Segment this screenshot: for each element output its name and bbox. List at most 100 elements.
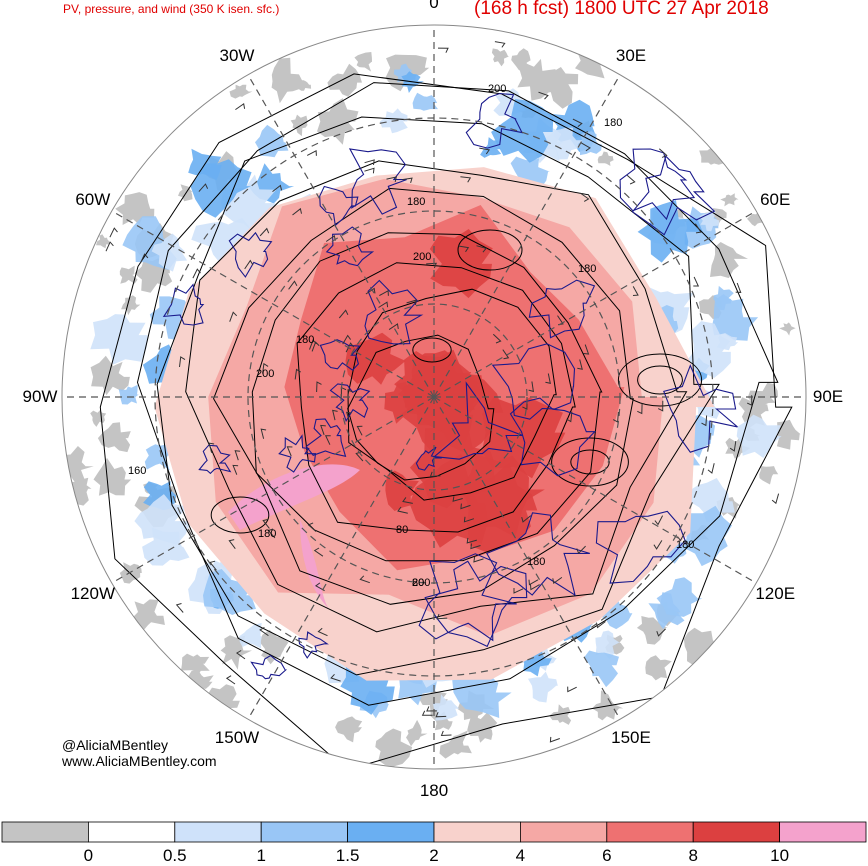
wind-barb (359, 575, 370, 584)
coastline (418, 553, 517, 642)
contour-label: 180 (578, 263, 596, 275)
wind-barb (364, 167, 375, 174)
pressure-contour (347, 288, 557, 501)
forecast-title: (168 h fcst) 1800 UTC 27 Apr 2018 (474, 0, 769, 19)
blue-patch (151, 233, 188, 272)
meridian-line (111, 396, 435, 584)
wind-barb (583, 344, 590, 355)
wind-barb (317, 627, 328, 637)
wind-barb (139, 253, 149, 264)
longitude-label: 90W (22, 387, 58, 406)
pressure-contour (210, 496, 270, 534)
meridian-line (433, 210, 757, 398)
wind-barb (656, 628, 666, 637)
longitude-label: 60E (760, 190, 791, 209)
meridian-line (111, 210, 435, 398)
colorbar-tick-label: 10 (770, 846, 790, 865)
coastline (325, 226, 375, 267)
wind-barb (567, 686, 577, 693)
colorbar-bin (1, 821, 89, 843)
wind-barb (470, 543, 481, 550)
contour-label: 200 (488, 83, 506, 95)
blue-patch (664, 538, 692, 564)
blue-patch (412, 92, 438, 111)
wind-barb (626, 174, 636, 185)
colorbar-bin (433, 821, 521, 843)
blue-patch (681, 505, 732, 567)
pv-8-10-patch (429, 372, 504, 454)
coastline (364, 279, 424, 345)
wind-barb (209, 560, 217, 571)
gray-patch (720, 193, 739, 207)
wind-barb (235, 650, 246, 660)
gray-patch (776, 419, 801, 450)
longitude-label: 30E (615, 45, 647, 65)
blue-patch (699, 209, 720, 232)
wind-barb (460, 176, 472, 183)
gray-patch (645, 655, 672, 681)
wind-barb (572, 118, 583, 127)
wind-barb (473, 556, 484, 563)
wind-barb (549, 736, 560, 743)
wind-barb (466, 537, 477, 544)
gray-patch (296, 80, 312, 91)
wind-barb (311, 341, 320, 352)
blue-patch (118, 384, 139, 405)
high-pv-core (154, 167, 715, 681)
wind-barb (538, 91, 549, 100)
gray-patch (439, 730, 472, 759)
wind-barb (402, 497, 413, 504)
meridian-line (433, 74, 621, 398)
contour-label: 160 (128, 465, 146, 477)
gray-patch (335, 716, 363, 743)
wind-barb (262, 362, 269, 374)
pressure-contour (347, 334, 495, 481)
wind-barb (436, 613, 448, 620)
wind-barb (566, 411, 573, 423)
wind-barb (364, 159, 375, 165)
gray-patch (271, 57, 303, 104)
coastline (250, 654, 288, 680)
coastline (528, 279, 596, 339)
colorbar-tick-label: 1.5 (335, 846, 360, 865)
gray-patch (290, 114, 308, 137)
blue-patch (577, 131, 602, 156)
wind-barb (440, 730, 452, 737)
blue-patch (689, 478, 735, 523)
gray-patch (517, 58, 557, 101)
wind-barb (693, 276, 700, 287)
wind-barb (746, 395, 753, 406)
gray-patch (119, 265, 138, 284)
wind-barb (105, 241, 114, 252)
contour-label: 200 (413, 251, 431, 263)
longitude-label: 0 (429, 0, 439, 12)
map-border (61, 24, 807, 770)
wind-barb (386, 176, 397, 183)
wind-barb (294, 368, 301, 380)
wind-barb (259, 626, 269, 637)
meridian-line (247, 396, 435, 720)
wind-barb (463, 516, 475, 523)
coastline (319, 185, 359, 227)
contour-label: 200 (256, 368, 274, 380)
blue-patch (584, 650, 619, 688)
wind-barb (701, 415, 708, 427)
blue-patch (595, 630, 620, 660)
wind-barb (577, 359, 583, 370)
pressure-contour (412, 337, 452, 363)
pressure-contour (617, 353, 703, 407)
gray-patch (747, 382, 779, 407)
gray-patch (491, 48, 510, 67)
coastline (424, 560, 528, 648)
wind-barb (314, 582, 325, 592)
wind-barb (198, 183, 209, 192)
blue-patch (528, 671, 558, 703)
colorbar-tick-label: 6 (602, 846, 612, 865)
wind-barb (378, 301, 389, 308)
coastline (198, 444, 232, 475)
pv-10-plus-streak (228, 464, 360, 530)
meridian-line (433, 396, 621, 720)
credit-handle: @AliciaMBentley (62, 737, 169, 753)
contour-label: 180 (676, 539, 694, 551)
contour-label: 180 (407, 196, 425, 208)
